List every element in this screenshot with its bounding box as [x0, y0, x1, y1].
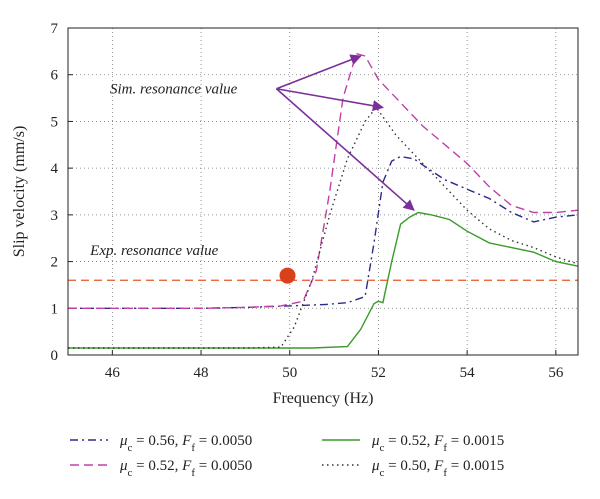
legend-label: μc = 0.56, Ff = 0.0050: [119, 433, 252, 454]
legend-label: μc = 0.52, Ff = 0.0015: [371, 433, 504, 454]
x-tick-labels: 46 48 50 52 54 56: [105, 365, 564, 381]
x-tick-label: 56: [548, 365, 564, 381]
x-tick-label: 50: [282, 365, 297, 381]
sim-resonance-annotation: Sim. resonance value: [110, 82, 238, 98]
annotation-arrow: [276, 54, 362, 90]
x-tick-label: 46: [105, 365, 121, 381]
exp-resonance-marker: [279, 267, 296, 284]
x-tick-label: 54: [460, 365, 476, 381]
y-tick-label: 0: [51, 348, 59, 364]
y-tick-label: 7: [51, 21, 59, 37]
plot-frame: [67, 27, 579, 356]
series-line-4: [68, 106, 579, 349]
y-tick-label: 4: [51, 161, 59, 177]
legend: μc = 0.56, Ff = 0.0050 μc = 0.52, Ff = 0.…: [70, 433, 504, 479]
annotation-arrow: [276, 87, 384, 112]
y-tick-label: 3: [51, 208, 59, 224]
x-tick-label: 48: [194, 365, 209, 381]
y-tick-label: 2: [51, 255, 59, 271]
y-axis-label: Slip velocity (mm/s): [11, 126, 28, 258]
annotation-layer: Sim. resonance value Exp. resonance valu…: [89, 54, 415, 259]
legend-label: μc = 0.50, Ff = 0.0015: [371, 458, 504, 479]
series-layer: [68, 52, 579, 349]
reference-layer: [68, 267, 578, 284]
x-axis-label: Frequency (Hz): [273, 390, 374, 407]
x-tick-label: 52: [371, 365, 386, 381]
y-tick-label: 1: [51, 301, 59, 317]
y-tick-label: 5: [51, 114, 59, 130]
exp-resonance-annotation: Exp. resonance value: [89, 243, 218, 259]
y-tick-label: 6: [51, 68, 59, 84]
legend-label: μc = 0.52, Ff = 0.0050: [119, 458, 252, 479]
annotation-arrow: [275, 88, 415, 211]
series-line-1: [68, 155, 579, 309]
y-tick-labels: 0 1 2 3 4 5 6 7: [51, 21, 59, 364]
grid-lines: [68, 27, 578, 356]
